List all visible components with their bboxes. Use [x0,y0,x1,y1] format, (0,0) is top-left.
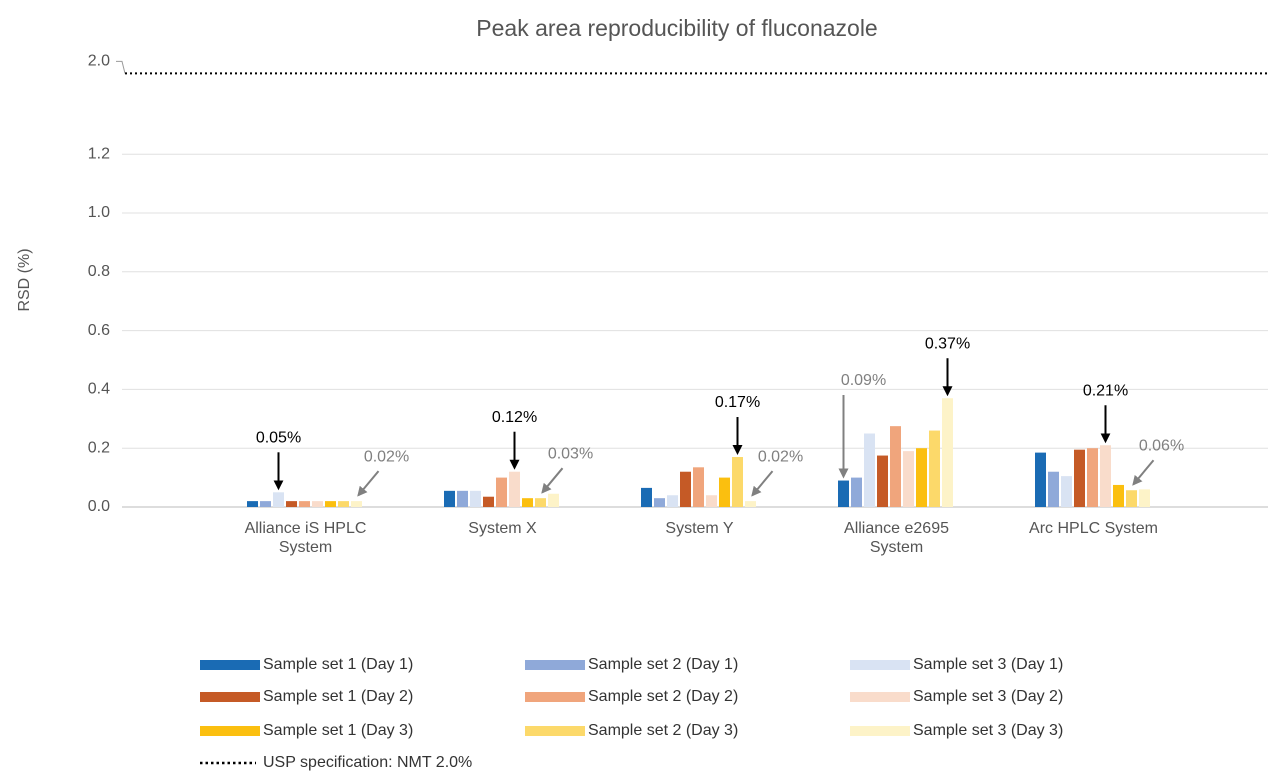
axis-break [116,60,126,74]
legend-label: Sample set 2 (Day 3) [588,722,738,739]
bar [1113,484,1124,507]
bar [496,477,507,507]
legend-label: Sample set 1 (Day 2) [263,688,413,705]
bar [745,501,756,507]
bar [942,398,953,507]
bar [1087,448,1098,507]
bar [916,448,927,507]
bar [851,477,862,507]
legend-swatch [850,726,910,736]
legend-swatch [525,692,585,702]
bar [325,501,336,507]
bar [1126,490,1137,507]
bar [1061,476,1072,507]
bar [667,495,678,507]
annotation-arrow [1132,459,1155,486]
y-tick-label: 2.0 [88,53,110,70]
bar [535,498,546,507]
legend-swatch [850,660,910,670]
y-tick-label: 0.6 [88,322,110,339]
bar [929,430,940,507]
data-label: 0.37% [925,335,970,352]
bar [444,490,455,507]
y-tick-label: 0.2 [88,439,110,456]
data-label: 0.09% [841,372,886,389]
legend-swatch [525,726,585,736]
bar [351,501,362,507]
bar [286,501,297,507]
bar [693,467,704,507]
y-tick-label: 0.4 [88,381,110,398]
bar [890,426,901,507]
legend-swatch [850,692,910,702]
legend-swatch [200,692,260,702]
data-label: 0.17% [715,394,760,411]
bar [247,501,258,507]
bar [903,451,914,507]
bar [1074,449,1085,507]
legend-swatch [200,726,260,736]
bar [312,501,323,507]
bar [732,457,743,507]
bar [522,498,533,507]
data-label: 0.05% [256,430,301,447]
legend-label: Sample set 3 (Day 3) [913,722,1063,739]
bar [338,501,349,507]
annotation-arrow [541,467,564,494]
x-tick-label: Alliance e2695 System [844,520,949,556]
legend-label: Sample set 1 (Day 3) [263,722,413,739]
bar [719,477,730,507]
annotation-arrow [357,470,380,497]
bar [470,490,481,507]
bar [1139,489,1150,507]
bar [838,480,849,507]
legend-label: USP specification: NMT 2.0% [263,754,472,771]
data-label: 0.12% [492,409,537,426]
legend-label: Sample set 2 (Day 2) [588,688,738,705]
data-label: 0.02% [364,448,409,465]
x-tick-label: Alliance iS HPLC System [244,520,367,556]
legend-label: Sample set 3 (Day 2) [913,688,1063,705]
bar [483,496,494,507]
bar [273,492,284,507]
bar [877,455,888,507]
data-label: 0.21% [1083,382,1128,399]
data-label: 0.06% [1139,437,1184,454]
x-tick-label: System Y [665,520,734,537]
y-tick-label: 0.8 [88,263,110,280]
legend-swatch [200,660,260,670]
y-tick-label: 1.0 [88,204,110,221]
annotation-arrow [751,470,774,497]
y-axis-label: RSD (%) [16,248,33,311]
bar [299,501,310,507]
bar [1100,445,1111,507]
x-tick-label: Arc HPLC System [1029,520,1158,537]
data-label: 0.02% [758,448,803,465]
bar [548,493,559,507]
chart-title: Peak area reproducibility of fluconazole [476,15,877,41]
legend-label: Sample set 3 (Day 1) [913,656,1063,673]
bar [260,501,271,507]
data-label: 0.03% [548,445,593,462]
bar [1035,452,1046,507]
x-tick-label: System X [468,520,537,537]
bar [654,498,665,507]
bar [641,487,652,507]
bar [864,433,875,507]
bar [706,495,717,507]
bar [680,471,691,507]
bar [509,471,520,507]
legend-swatch [525,660,585,670]
y-tick-label: 0.0 [88,498,110,515]
bar [1048,471,1059,507]
y-tick-label: 1.2 [88,145,110,162]
legend-label: Sample set 1 (Day 1) [263,656,413,673]
legend-label: Sample set 2 (Day 1) [588,656,738,673]
bar [457,490,468,507]
